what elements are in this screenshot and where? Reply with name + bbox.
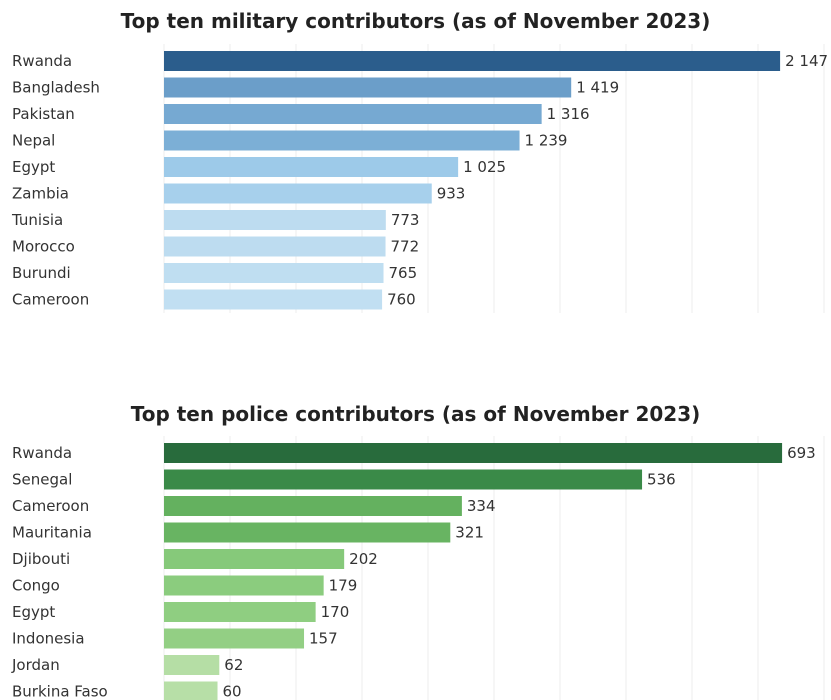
category-label: Tunisia xyxy=(11,211,63,229)
bar xyxy=(164,289,383,310)
value-label: 693 xyxy=(787,444,816,462)
value-label: 170 xyxy=(321,603,350,621)
bar xyxy=(164,655,220,675)
category-label: Cameroon xyxy=(12,291,89,309)
bar xyxy=(164,602,316,622)
category-label: Rwanda xyxy=(12,444,72,462)
value-label: 202 xyxy=(349,550,378,568)
value-label: 157 xyxy=(309,630,338,648)
military-contributors-chart: Top ten military contributors (as of Nov… xyxy=(0,0,831,320)
category-label: Egypt xyxy=(12,603,55,621)
bar xyxy=(164,51,781,71)
value-label: 179 xyxy=(329,577,358,595)
category-label: Morocco xyxy=(12,238,75,256)
value-label: 2 147 xyxy=(785,52,828,70)
category-label: Djibouti xyxy=(12,550,70,568)
bar xyxy=(164,183,432,204)
category-label: Zambia xyxy=(12,185,69,203)
category-label: Burkina Faso xyxy=(12,683,108,700)
value-label: 772 xyxy=(391,238,420,256)
category-label: Mauritania xyxy=(12,524,92,542)
value-label: 1 419 xyxy=(576,79,619,97)
category-label: Burundi xyxy=(12,264,71,282)
value-label: 1 025 xyxy=(463,158,506,176)
police-contributors-chart: Top ten police contributors (as of Novem… xyxy=(0,392,831,700)
chart-title: Top ten police contributors (as of Novem… xyxy=(130,402,701,426)
bar xyxy=(164,469,643,490)
category-label: Egypt xyxy=(12,158,55,176)
bar xyxy=(164,496,462,516)
chart-title: Top ten military contributors (as of Nov… xyxy=(120,9,711,33)
category-label: Indonesia xyxy=(12,630,85,648)
value-label: 334 xyxy=(467,497,496,515)
bar xyxy=(164,263,384,283)
bar xyxy=(164,157,459,177)
value-label: 765 xyxy=(389,264,418,282)
category-label: Bangladesh xyxy=(12,79,100,97)
value-label: 321 xyxy=(455,524,484,542)
bar xyxy=(164,575,324,596)
value-label: 1 316 xyxy=(547,105,590,123)
bar xyxy=(164,522,451,543)
category-label: Nepal xyxy=(12,132,55,150)
category-label: Jordan xyxy=(11,656,60,674)
value-label: 62 xyxy=(224,656,243,674)
bar xyxy=(164,210,386,230)
value-label: 60 xyxy=(223,683,242,700)
category-label: Pakistan xyxy=(12,105,75,123)
category-label: Senegal xyxy=(12,471,72,489)
value-label: 760 xyxy=(387,291,416,309)
bar xyxy=(164,130,520,151)
value-label: 1 239 xyxy=(525,132,568,150)
bar xyxy=(164,443,783,463)
category-label: Cameroon xyxy=(12,497,89,515)
bar xyxy=(164,236,386,257)
police-bars-plot: Rwanda 693 Senegal 536 Cameroon 334 Mauritania… xyxy=(11,436,825,700)
category-label: Rwanda xyxy=(12,52,72,70)
value-label: 536 xyxy=(647,471,676,489)
bar xyxy=(164,681,218,700)
value-label: 933 xyxy=(437,185,466,203)
military-bars-plot: Rwanda 2 147 Bangladesh 1 419 Pakistan 1 316 N… xyxy=(11,44,828,313)
value-label: 773 xyxy=(391,211,420,229)
bar xyxy=(164,104,542,124)
bar xyxy=(164,77,572,98)
bar xyxy=(164,628,305,649)
bar xyxy=(164,549,345,569)
category-label: Congo xyxy=(12,577,60,595)
